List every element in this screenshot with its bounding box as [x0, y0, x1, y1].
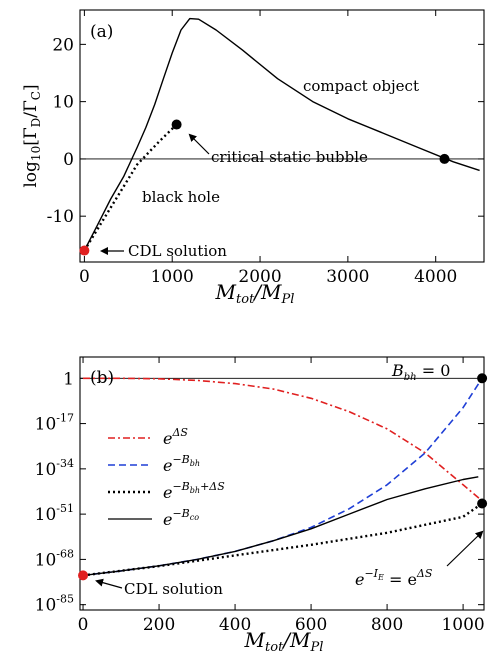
annotation-cdl-solution-b: CDL solution: [124, 580, 223, 598]
cdl-point: [78, 570, 89, 581]
panel-a-frame: [79, 9, 485, 263]
panel-b-xlabel: Mtot/MPl: [244, 628, 324, 655]
y-tick-label: 10-51: [35, 502, 74, 525]
y-tick-label: 10: [52, 93, 74, 113]
panel-b-frame: [79, 356, 485, 611]
arrow-critical-bubble: [188, 133, 210, 155]
panel-a-label: (a): [90, 22, 113, 42]
annotation-bbh-zero: Bbh = 0: [391, 361, 450, 383]
cdl-point: [79, 245, 90, 256]
series-line-1: [83, 377, 483, 502]
x-tick-label: 0: [78, 615, 89, 635]
x-tick-label: 600: [295, 615, 327, 635]
panel-b-label: (b): [90, 368, 114, 388]
x-tick-label: 1000: [151, 267, 194, 287]
y-tick-label: 1: [63, 369, 74, 389]
legend-label-1: eΔS: [163, 426, 188, 448]
panel-b: 0 200 400 600 800 1000 10-85 10-68 10-51 10-34 10-…: [35, 356, 488, 655]
series-line-2: [83, 123, 178, 252]
series-line-3: [82, 502, 483, 577]
y-tick-label: 10-34: [35, 457, 74, 480]
annotation-cdl-solution: CDL solution: [128, 242, 227, 260]
legend: eΔS e−Bbh e−Bbh+ΔS e−Bco: [108, 426, 225, 529]
legend-label-3: e−Bbh+ΔS: [163, 480, 225, 502]
panel-a: 0 1000 2000 3000 4000 -10 0 10 20 (a) compact ob…: [21, 9, 485, 307]
x-tick-label: 4000: [414, 267, 457, 287]
legend-label-4: e−Bco: [163, 507, 199, 529]
x-tick-label: 400: [219, 615, 251, 635]
arrow-cdl-b: [95, 578, 123, 589]
panel-a-xlabel: Mtot/MPl: [215, 280, 295, 307]
y-tick-label: 20: [52, 35, 74, 55]
annotation-compact-object: compact object: [303, 77, 419, 95]
annotation-black-hole: black hole: [142, 188, 220, 206]
y-tick-label: -10: [47, 207, 74, 227]
y-tick-label: 0: [63, 150, 74, 170]
series-line-1: [83, 17, 480, 251]
x-tick-label: 0: [79, 267, 90, 287]
y-tick-label: 10-85: [35, 593, 74, 616]
x-tick-label: 2000: [238, 267, 281, 287]
y-tick-label: 10-68: [35, 547, 74, 570]
annotation-ie: e−IE = eΔS: [355, 567, 433, 589]
legend-label-2: e−Bbh: [163, 453, 200, 475]
panel-a-ylabel: log10[ΓD/ΓC]: [21, 84, 43, 187]
annotation-critical-static-bubble: critical static bubble: [211, 148, 368, 166]
x-tick-label: 3000: [326, 267, 369, 287]
series-line-2: [82, 377, 483, 577]
zero-crossing-point: [439, 153, 450, 164]
x-tick-label: 200: [143, 615, 175, 635]
bbh-zero-point: [477, 373, 488, 384]
x-tick-label: 800: [371, 615, 403, 635]
ie-point: [477, 498, 488, 509]
series-line-4: [82, 476, 479, 577]
y-tick-label: 10-17: [35, 412, 74, 435]
x-tick-label: 1000: [441, 615, 484, 635]
arrow-ie: [446, 530, 484, 567]
critical-bubble-point: [171, 119, 182, 130]
